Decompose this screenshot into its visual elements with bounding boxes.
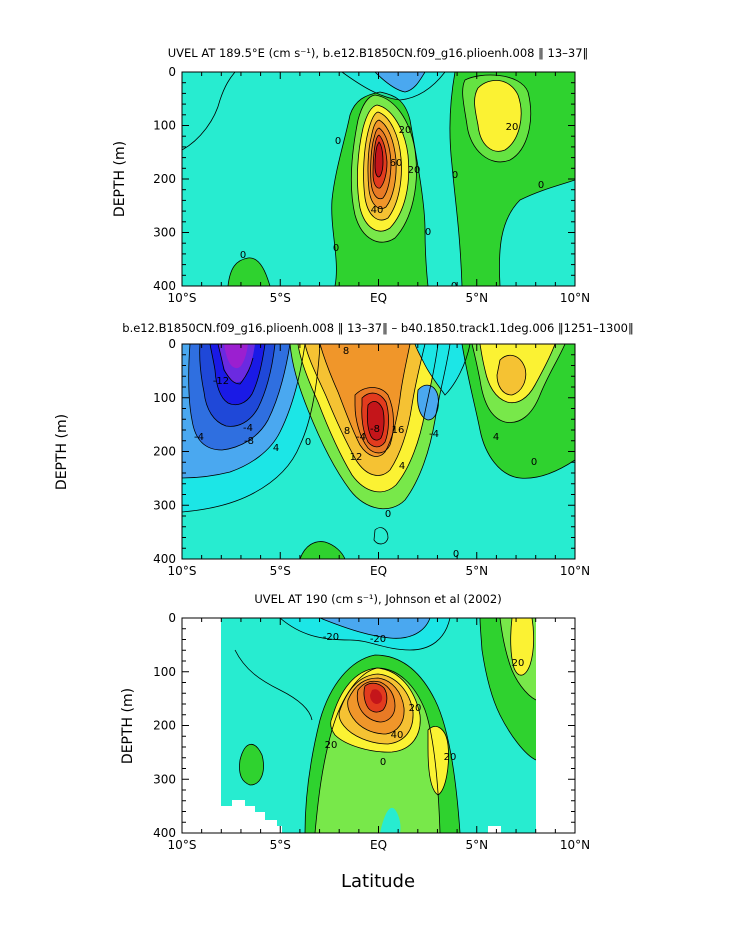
contour-label: -20 bbox=[323, 632, 339, 643]
x-tick-label: 5°S bbox=[270, 838, 291, 852]
contour-label: 0 bbox=[452, 170, 458, 181]
contour-label: 12 bbox=[350, 452, 363, 463]
contour-label: 8 bbox=[343, 346, 349, 357]
panel-3-field: -20 -20 0 20 20 20 20 40 bbox=[182, 618, 575, 833]
contour-label: -4 bbox=[194, 432, 204, 443]
contour-label: 0 bbox=[453, 549, 459, 560]
contour-label: 0 bbox=[335, 136, 341, 147]
panel-1-ylabel: DEPTH (m) bbox=[112, 141, 128, 217]
x-tick-label: EQ bbox=[370, 291, 387, 305]
y-tick-label: 300 bbox=[153, 772, 176, 786]
x-axis-label: Latitude bbox=[341, 871, 415, 892]
y-tick-label: 300 bbox=[153, 498, 176, 512]
contour-label: 20 bbox=[325, 740, 338, 751]
x-tick-label: 10°N bbox=[560, 291, 590, 305]
x-tick-label: 10°N bbox=[560, 838, 590, 852]
x-tick-label: 5°N bbox=[465, 291, 488, 305]
contour-label: 0 bbox=[451, 281, 457, 292]
contour-label: 0 bbox=[531, 457, 537, 468]
y-tick-label: 100 bbox=[153, 119, 176, 133]
y-tick-label: 100 bbox=[153, 665, 176, 679]
contour-label: 40 bbox=[391, 730, 404, 741]
contour-label: -20 bbox=[370, 634, 386, 645]
panel-3: UVEL AT 190 (cm s⁻¹), Johnson et al (200… bbox=[120, 592, 590, 852]
contour-label: 0 bbox=[240, 250, 246, 261]
x-tick-label: 5°S bbox=[270, 564, 291, 578]
contour-label: 20 bbox=[409, 703, 422, 714]
y-tick-label: 200 bbox=[153, 719, 176, 733]
panel-3-title: UVEL AT 190 (cm s⁻¹), Johnson et al (200… bbox=[254, 592, 501, 606]
contour-label: 0 bbox=[385, 509, 391, 520]
y-tick-label: 0 bbox=[168, 337, 176, 351]
x-tick-label: 10°S bbox=[168, 564, 197, 578]
x-tick-label: EQ bbox=[370, 838, 387, 852]
x-tick-label: 5°N bbox=[465, 564, 488, 578]
contour-label: 4 bbox=[399, 461, 405, 472]
x-tick-label: EQ bbox=[370, 564, 387, 578]
contour-label: 0 bbox=[380, 757, 386, 768]
y-tick-label: 400 bbox=[153, 279, 176, 293]
y-tick-label: 400 bbox=[153, 552, 176, 566]
contour-label: 0 bbox=[538, 180, 544, 191]
contour-label: -4 bbox=[243, 423, 253, 434]
contour-label: 40 bbox=[371, 205, 384, 216]
y-tick-label: 200 bbox=[153, 172, 176, 186]
panel-1-title: UVEL AT 189.5°E (cm s⁻¹), b.e12.B1850CN.… bbox=[168, 46, 589, 60]
panel-2-ylabel: DEPTH (m) bbox=[54, 414, 70, 490]
contour-label: -8 bbox=[244, 436, 254, 447]
contour-label: 16 bbox=[392, 425, 405, 436]
panel-3-ylabel: DEPTH (m) bbox=[120, 688, 136, 764]
contour-label: 0 bbox=[305, 437, 311, 448]
x-tick-label: 5°S bbox=[270, 291, 291, 305]
contour-label: 0 bbox=[333, 243, 339, 254]
x-tick-label: 10°S bbox=[168, 838, 197, 852]
y-tick-label: 200 bbox=[153, 445, 176, 459]
panel-1: UVEL AT 189.5°E (cm s⁻¹), b.e12.B1850CN.… bbox=[112, 46, 590, 305]
contour-label: 20 bbox=[512, 658, 525, 669]
panel-1-contour-labels: 0 0 0 0 0 0 0 20 20 20 40 60 bbox=[240, 122, 544, 292]
contour-label: -12 bbox=[213, 376, 229, 387]
y-tick-label: 300 bbox=[153, 226, 176, 240]
contour-label: 8 bbox=[344, 426, 350, 437]
x-tick-label: 10°N bbox=[560, 564, 590, 578]
contour-label: 20 bbox=[408, 165, 421, 176]
panel-1-field: 0 0 0 0 0 0 0 20 20 20 40 60 bbox=[182, 72, 575, 292]
y-tick-label: 400 bbox=[153, 826, 176, 840]
contour-label: 4 bbox=[273, 443, 279, 454]
contour-label: 0 bbox=[425, 227, 431, 238]
contour-label: 4 bbox=[493, 432, 499, 443]
y-tick-label: 0 bbox=[168, 611, 176, 625]
y-tick-label: 100 bbox=[153, 391, 176, 405]
x-tick-label: 10°S bbox=[168, 291, 197, 305]
panel-2-title: b.e12.B1850CN.f09_g16.plioenh.008 ‖ 13–3… bbox=[122, 321, 633, 335]
contour-label: -4 bbox=[429, 429, 439, 440]
contour-label: -8 bbox=[370, 424, 380, 435]
panel-2: b.e12.B1850CN.f09_g16.plioenh.008 ‖ 13–3… bbox=[54, 321, 634, 578]
contour-label: 60 bbox=[390, 158, 403, 169]
panel-2-field: 8 8 -8 -12 -4 -4 4 4 4 0 0 0 0 -4 16 12 … bbox=[182, 344, 575, 560]
contour-label: 20 bbox=[506, 122, 519, 133]
panel-3-contour-labels: -20 -20 0 20 20 20 20 40 bbox=[323, 632, 525, 768]
contour-label: 20 bbox=[444, 752, 457, 763]
contour-label: 20 bbox=[399, 125, 412, 136]
x-tick-label: 5°N bbox=[465, 838, 488, 852]
y-tick-label: 0 bbox=[168, 65, 176, 79]
contour-label: -4 bbox=[356, 432, 366, 443]
panel-2-contour-labels: 8 8 -8 -12 -4 -4 4 4 4 0 0 0 0 -4 16 12 … bbox=[194, 346, 537, 560]
